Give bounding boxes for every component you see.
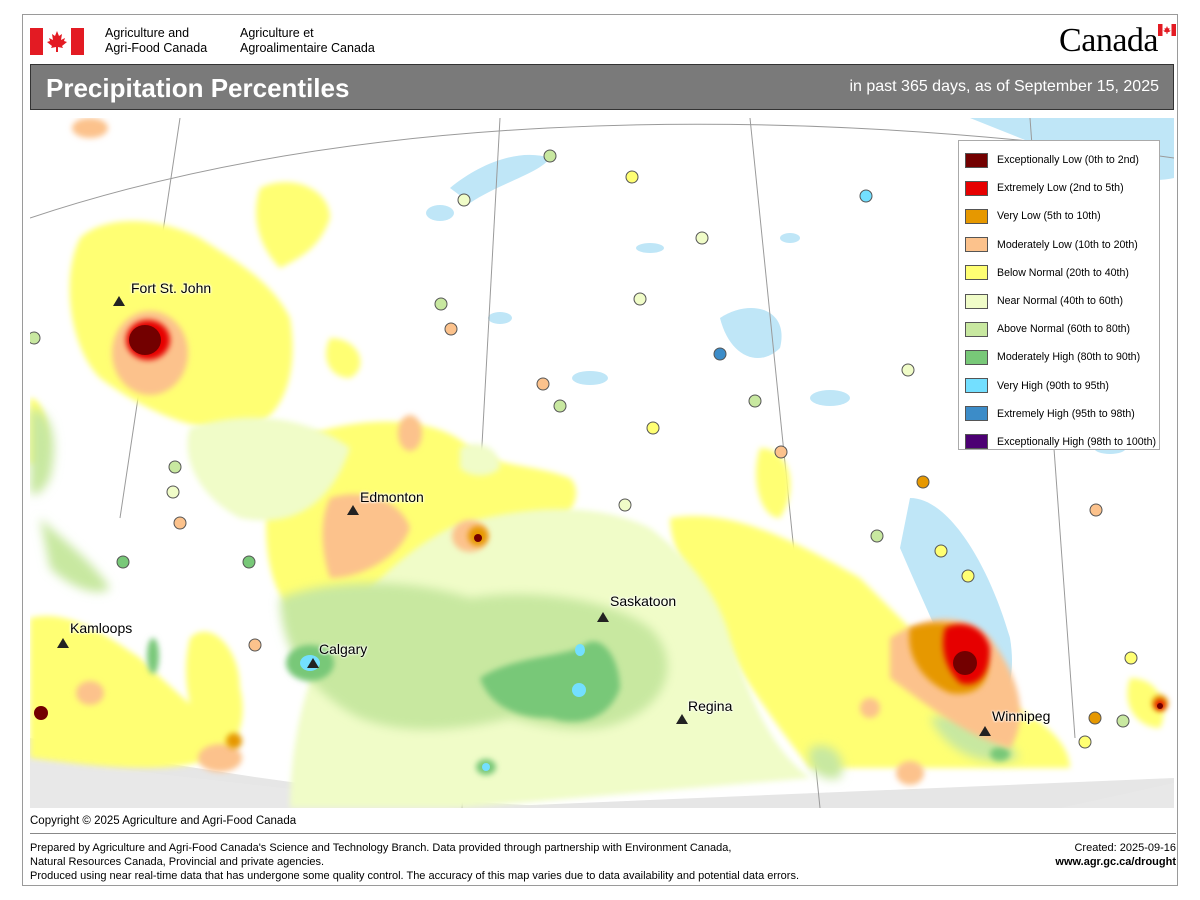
legend-label: Near Normal (40th to 60th) (997, 295, 1124, 308)
map-title: Precipitation Percentiles (46, 73, 350, 103)
footer-notes: Prepared by Agriculture and Agri-Food Ca… (30, 841, 910, 883)
legend-item: Below Normal (20th to 40th) (965, 259, 1153, 287)
legend-item: Extremely Low (2nd to 5th) (965, 174, 1153, 202)
city-marker-saskatoon (597, 612, 609, 622)
legend-label: Very Low (5th to 10th) (997, 210, 1101, 223)
footer-meta: Created: 2025-09-16 www.agr.gc.ca/drough… (1055, 841, 1176, 869)
city-label-saskatoon: Saskatoon (610, 593, 677, 609)
legend-label: Very High (90th to 95th) (997, 379, 1109, 392)
wordmark-flag-icon (1158, 24, 1176, 36)
legend-swatch (965, 349, 988, 365)
canada-wordmark: Canada (1042, 22, 1176, 59)
legend-item: Moderately High (80th to 90th) (965, 343, 1153, 371)
legend-item: Exceptionally Low (0th to 2nd) (965, 146, 1153, 174)
city-marker-edmonton (347, 505, 359, 515)
city-label-calgary: Calgary (319, 641, 368, 657)
legend: Exceptionally Low (0th to 2nd) Extremely… (958, 140, 1160, 450)
city-markers (57, 296, 991, 736)
legend-item: Very High (90th to 95th) (965, 372, 1153, 400)
city-label-winnipeg: Winnipeg (992, 708, 1051, 724)
city-marker-regina (676, 714, 688, 724)
legend-label: Extremely Low (2nd to 5th) (997, 182, 1124, 195)
header: Agriculture and Agri-Food Canada Agricul… (30, 22, 1180, 62)
city-label-kamloops: Kamloops (70, 620, 133, 636)
legend-swatch (965, 237, 988, 253)
legend-label: Moderately Low (10th to 20th) (997, 238, 1138, 251)
legend-swatch (965, 293, 988, 309)
legend-item: Very Low (5th to 10th) (965, 202, 1153, 230)
map-area: Fort St. John Edmonton Kamloops Calgary … (30, 118, 1174, 808)
department-name-fr: Agriculture et Agroalimentaire Canada (240, 26, 375, 55)
legend-item: Extremely High (95th to 98th) (965, 400, 1153, 428)
legend-swatch (965, 152, 988, 168)
usa-area-east (460, 778, 1174, 808)
precipitation-map (30, 118, 1174, 808)
canada-wordmark-text: Canada (1059, 22, 1158, 59)
footer-divider (30, 833, 1176, 834)
legend-item: Near Normal (40th to 60th) (965, 287, 1153, 315)
station-dots (30, 149, 1138, 749)
legend-swatch (965, 434, 988, 450)
precip-exceptionally-low (34, 325, 1163, 720)
city-label-fort-st-john: Fort St. John (131, 280, 212, 296)
legend-swatch (965, 321, 988, 337)
canada-flag-icon (30, 28, 84, 55)
city-marker-kamloops (57, 638, 69, 648)
legend-label: Exceptionally Low (0th to 2nd) (997, 154, 1139, 167)
city-label-regina: Regina (688, 698, 733, 714)
legend-swatch (965, 208, 988, 224)
legend-item: Moderately Low (10th to 20th) (965, 231, 1153, 259)
legend-label: Above Normal (60th to 80th) (997, 323, 1131, 336)
footer-line: Prepared by Agriculture and Agri-Food Ca… (30, 842, 732, 854)
map-subtitle: in past 365 days, as of September 15, 20… (849, 78, 1159, 95)
legend-item: Exceptionally High (98th to 100th) (965, 428, 1156, 456)
city-label-edmonton: Edmonton (360, 489, 424, 505)
page-frame (22, 14, 1178, 886)
legend-swatch (965, 406, 988, 422)
city-marker-calgary (307, 658, 319, 668)
legend-label: Extremely High (95th to 98th) (997, 407, 1135, 420)
legend-swatch (965, 180, 988, 196)
legend-item: Above Normal (60th to 80th) (965, 315, 1153, 343)
legend-label: Moderately High (80th to 90th) (997, 351, 1141, 364)
created-date: Created: 2025-09-16 (1074, 842, 1176, 854)
city-marker-fort-st-john (113, 296, 125, 306)
copyright-notice: Copyright © 2025 Agriculture and Agri-Fo… (30, 815, 297, 827)
legend-label: Exceptionally High (98th to 100th) (997, 435, 1156, 448)
title-bar: Precipitation Percentiles in past 365 da… (30, 64, 1174, 110)
legend-swatch (965, 265, 988, 281)
city-marker-winnipeg (979, 726, 991, 736)
legend-swatch (965, 378, 988, 394)
drought-url-link[interactable]: www.agr.gc.ca/drought (1055, 856, 1176, 868)
footer-line: Natural Resources Canada, Provincial and… (30, 856, 325, 868)
department-name-en: Agriculture and Agri-Food Canada (105, 26, 208, 55)
footer-line: Produced using near real-time data that … (30, 870, 800, 882)
legend-label: Below Normal (20th to 40th) (997, 266, 1129, 279)
